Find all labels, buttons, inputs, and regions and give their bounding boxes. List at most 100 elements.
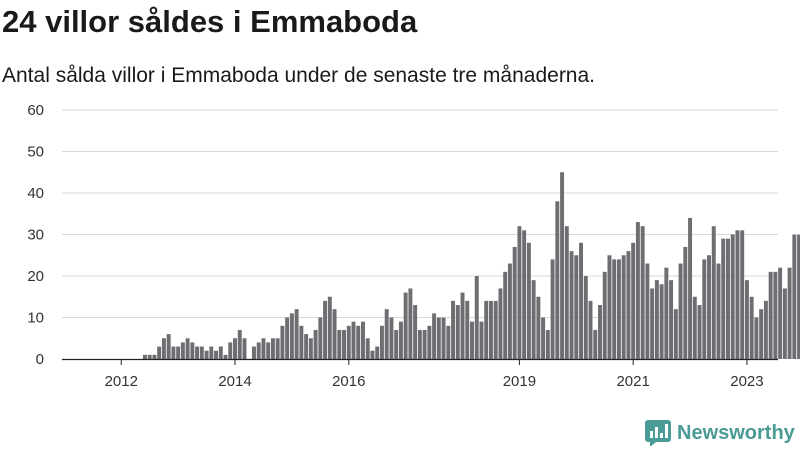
bar	[749, 296, 754, 359]
bar	[673, 309, 678, 359]
bar	[598, 305, 602, 359]
bar	[588, 300, 593, 359]
bar	[332, 309, 337, 359]
bar	[242, 338, 247, 359]
bar	[645, 263, 650, 359]
y-tick-label: 50	[27, 144, 44, 161]
bar	[716, 263, 721, 359]
bar	[460, 292, 465, 359]
bar	[669, 280, 674, 359]
bar	[545, 329, 550, 359]
bar	[616, 259, 621, 359]
bar	[356, 325, 361, 359]
bar	[531, 280, 536, 359]
bar	[569, 251, 574, 359]
bar	[455, 305, 460, 359]
bar	[631, 242, 636, 359]
bar	[470, 321, 474, 359]
bar	[484, 300, 489, 359]
x-tick-label: 2019	[503, 373, 536, 390]
bar	[422, 329, 427, 359]
bar	[579, 242, 583, 359]
bar	[275, 338, 280, 359]
bar	[270, 338, 275, 359]
bar	[517, 226, 522, 359]
bar	[346, 325, 351, 359]
bar	[664, 267, 669, 359]
bar	[759, 309, 764, 359]
bar	[384, 309, 389, 359]
bars	[142, 172, 800, 359]
bar	[252, 346, 256, 359]
x-tick-label: 2016	[332, 373, 365, 390]
axes: 0102030405060201220142016201920212023202…	[27, 102, 778, 390]
brand-logo: Newsworthy	[645, 420, 795, 446]
bar	[564, 226, 569, 359]
bar	[446, 325, 451, 359]
x-tick-label: 2021	[616, 373, 649, 390]
bar	[678, 263, 683, 359]
bar	[650, 288, 655, 359]
y-tick-label: 60	[27, 102, 44, 119]
bar	[308, 338, 313, 359]
bar	[142, 354, 147, 359]
bar	[602, 271, 607, 359]
y-tick-label: 0	[36, 351, 44, 368]
bar	[280, 325, 285, 359]
bar	[176, 346, 181, 359]
bar	[190, 342, 195, 359]
bar	[787, 267, 792, 359]
bar	[180, 342, 185, 359]
bar	[394, 329, 399, 359]
bar	[351, 321, 356, 359]
bar	[754, 317, 759, 359]
bar	[408, 288, 413, 359]
bar	[370, 350, 375, 359]
bar	[365, 338, 370, 359]
bar	[550, 259, 555, 359]
bar	[313, 329, 318, 359]
bar	[337, 329, 342, 359]
bar	[432, 313, 437, 359]
y-tick-label: 40	[27, 185, 44, 202]
bar	[294, 309, 299, 359]
bar	[451, 300, 456, 359]
bar	[403, 292, 408, 359]
bar	[417, 329, 422, 359]
bar	[730, 234, 735, 359]
bar	[621, 255, 626, 359]
bar	[147, 354, 152, 359]
bar	[735, 230, 740, 359]
bar	[304, 334, 309, 359]
bar	[398, 321, 403, 359]
bar	[157, 346, 162, 359]
bar	[692, 296, 697, 359]
chart-subtitle: Antal sålda villor i Emmaboda under de s…	[2, 64, 596, 87]
bar	[768, 271, 773, 359]
bar	[640, 226, 645, 359]
bar	[218, 346, 223, 359]
bar	[261, 338, 266, 359]
bar	[792, 234, 797, 359]
bar	[778, 267, 783, 359]
bar	[152, 354, 157, 359]
bar	[379, 325, 384, 359]
bar	[607, 255, 612, 359]
bar	[342, 329, 346, 359]
bar	[612, 259, 617, 359]
bar	[773, 271, 778, 359]
bar	[323, 300, 328, 359]
bar	[763, 300, 768, 359]
bar	[166, 334, 171, 359]
bar	[285, 317, 290, 359]
bar	[659, 284, 664, 359]
bar	[233, 338, 237, 359]
brand-name: Newsworthy	[677, 422, 795, 444]
bar	[479, 321, 484, 359]
y-tick-label: 10	[27, 310, 44, 327]
bar	[512, 246, 517, 359]
bar	[721, 238, 726, 359]
bar	[228, 342, 233, 359]
x-tick-label: 2014	[218, 373, 251, 390]
